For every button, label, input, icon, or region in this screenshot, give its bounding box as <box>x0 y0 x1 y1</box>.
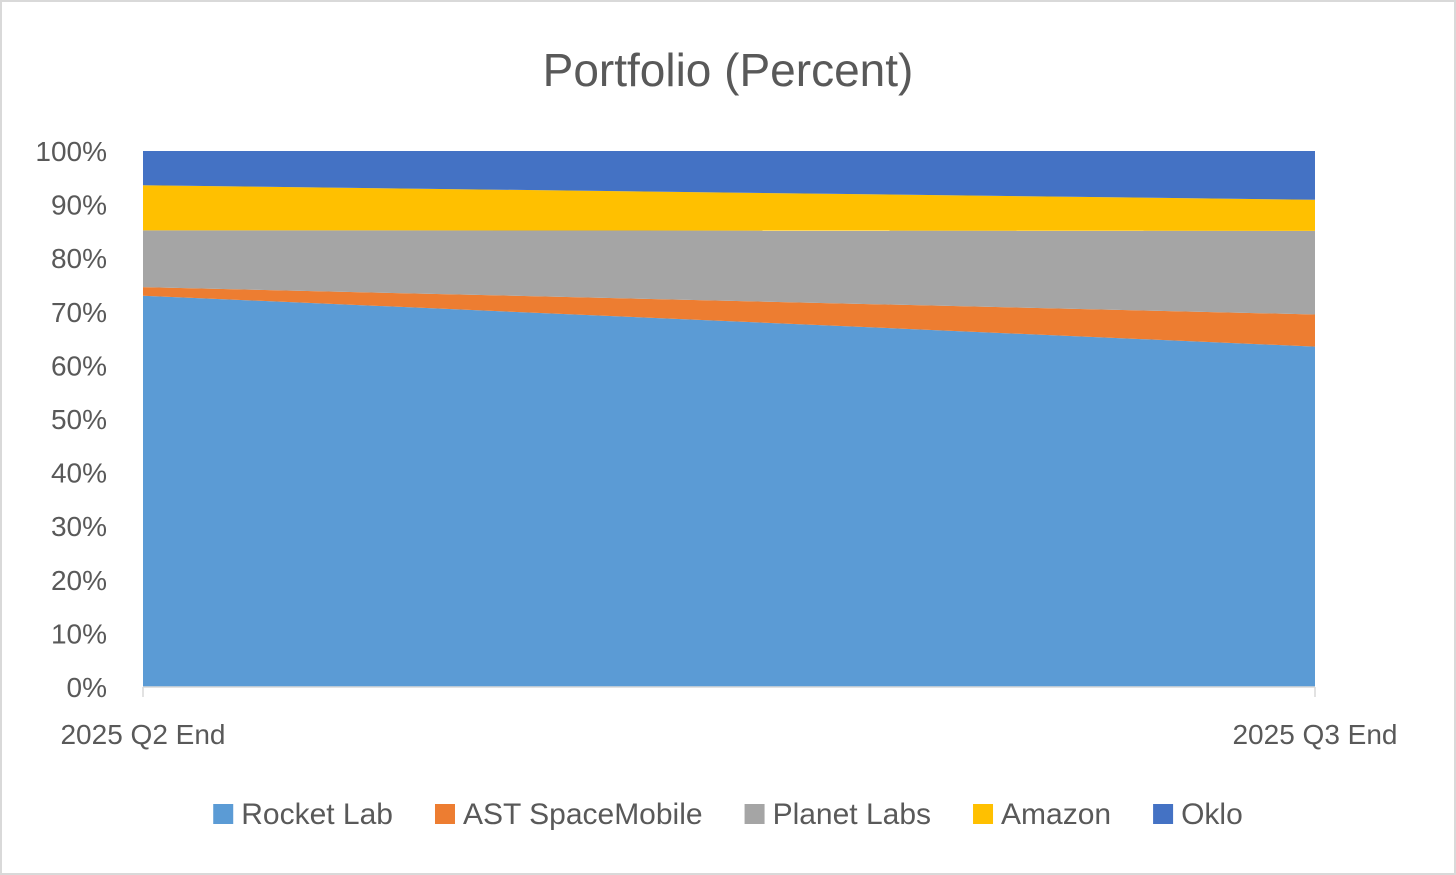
legend-label: Oklo <box>1181 798 1243 831</box>
legend-label: AST SpaceMobile <box>463 798 703 831</box>
area-amazon <box>143 185 1315 231</box>
legend-item-ast-spacemobile: AST SpaceMobile <box>434 798 703 831</box>
chart-title: Portfolio (Percent) <box>543 44 914 96</box>
area-planet-labs <box>143 230 1315 315</box>
legend-label: Planet Labs <box>773 798 931 831</box>
legend-item-rocket-lab: Rocket Lab <box>213 798 393 831</box>
legend-swatch <box>1153 804 1174 824</box>
legend-swatch <box>973 804 994 824</box>
legend-item-amazon: Amazon <box>973 798 1111 831</box>
legend-item-planet-labs: Planet Labs <box>744 798 931 831</box>
y-tick-label: 100% <box>35 136 107 167</box>
axes: 0% 10% 20% 30% 40% 50% 60% 70% 80% 90% 100% 2025 Q2… <box>35 136 1397 750</box>
area-ast-spacemobile <box>143 287 1315 347</box>
legend-label: Amazon <box>1001 798 1111 831</box>
y-tick-label: 20% <box>51 565 107 596</box>
x-tick-label: 2025 Q3 End <box>1232 719 1397 750</box>
area-oklo <box>143 151 1315 200</box>
y-tick-label: 70% <box>51 297 107 328</box>
legend-item-oklo: Oklo <box>1153 798 1243 831</box>
y-tick-label: 60% <box>51 350 107 381</box>
x-tick-label: 2025 Q2 End <box>60 719 225 750</box>
y-tick-label: 90% <box>51 190 107 221</box>
y-tick-label: 0% <box>67 672 107 703</box>
y-tick-label: 40% <box>51 458 107 489</box>
y-tick-label: 30% <box>51 511 107 542</box>
area-rocket-lab <box>143 295 1315 687</box>
legend: Rocket Lab AST SpaceMobile Planet Labs Amaz… <box>213 798 1243 831</box>
legend-swatch <box>213 804 234 824</box>
plot-areas <box>143 151 1315 687</box>
legend-label: Rocket Lab <box>241 798 393 831</box>
y-tick-label: 50% <box>51 404 107 435</box>
legend-swatch <box>744 804 765 824</box>
y-tick-label: 80% <box>51 243 107 274</box>
y-tick-label: 10% <box>51 618 107 649</box>
legend-swatch <box>434 804 455 824</box>
